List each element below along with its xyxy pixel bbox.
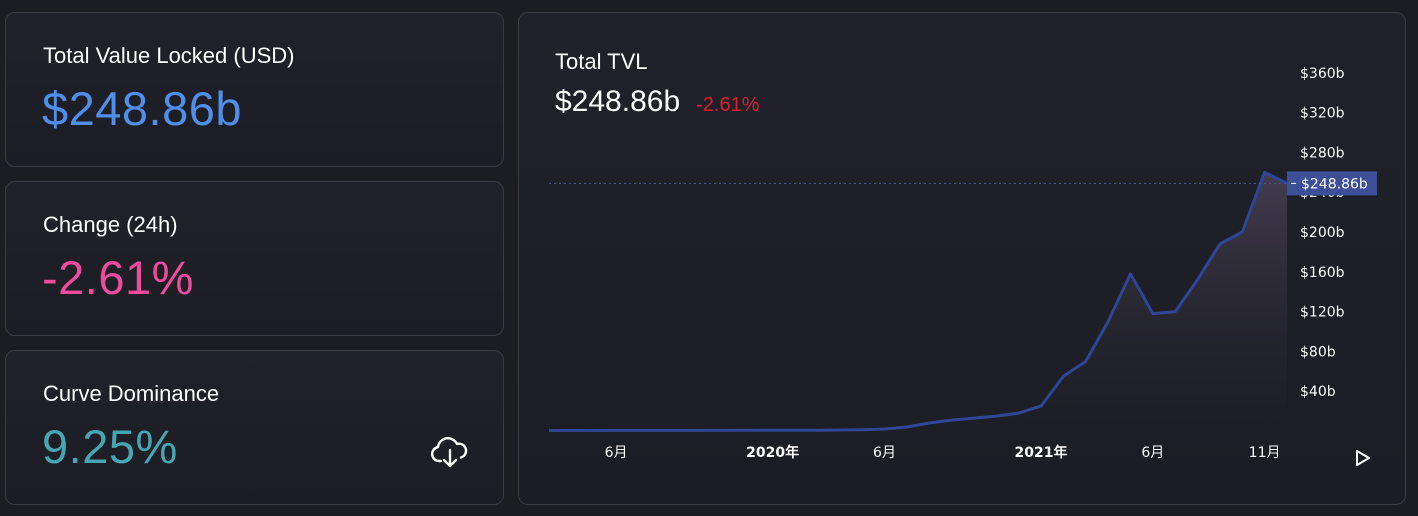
y-tick-label: $160b [1300,265,1345,281]
chart-value-row: $248.86b -2.61% [555,85,760,119]
play-button[interactable] [1351,445,1375,471]
cloud-download-icon [430,437,468,468]
y-tick-label: $80b [1300,344,1336,360]
tvl-label: Total Value Locked (USD) [43,43,295,68]
dominance-label: Curve Dominance [43,381,220,406]
play-icon [1356,450,1370,466]
tvl-chart-card: Total TVL $248.86b -2.61% $40b $80b $120b $… [518,12,1406,505]
x-tick-label: 6月 [873,445,896,461]
dominance-value: 9.25% [42,420,178,473]
dominance-card: Curve Dominance 9.25% [5,350,504,505]
y-tick-label: $40b [1300,384,1336,400]
y-tick-label: $360b [1300,66,1345,82]
change-label: Change (24h) [43,212,178,237]
tvl-area-fill [549,172,1287,432]
tvl-value: $248.86b [42,82,243,135]
current-value-label: $248.86b [1301,176,1368,192]
y-tick-label: $200b [1300,225,1345,241]
download-button[interactable] [430,434,469,470]
y-tick-label: $280b [1300,145,1345,161]
x-tick-label: 6月 [1141,445,1164,461]
current-value-tag [1287,171,1377,196]
chart-change: -2.61% [696,94,760,116]
tvl-series-line [548,170,1288,432]
x-tick-label: 11月 [1249,445,1281,461]
chart-title: Total TVL [555,49,648,74]
x-tick-label: 2020年 [746,444,799,461]
x-tick-label: 6月 [605,445,628,461]
change-card: Change (24h) -2.61% [5,181,504,336]
tvl-chart[interactable]: $40b$80b$120b$160b$200b$240b$280b$320b$3… [519,13,1407,506]
tvl-card: Total Value Locked (USD) $248.86b [5,12,504,167]
y-tick-label: $320b [1300,106,1345,122]
chart-value: $248.86b [555,85,681,118]
change-value: -2.61% [42,251,194,304]
x-tick-label: 2021年 [1015,444,1068,461]
y-tick-label: $120b [1300,305,1345,321]
